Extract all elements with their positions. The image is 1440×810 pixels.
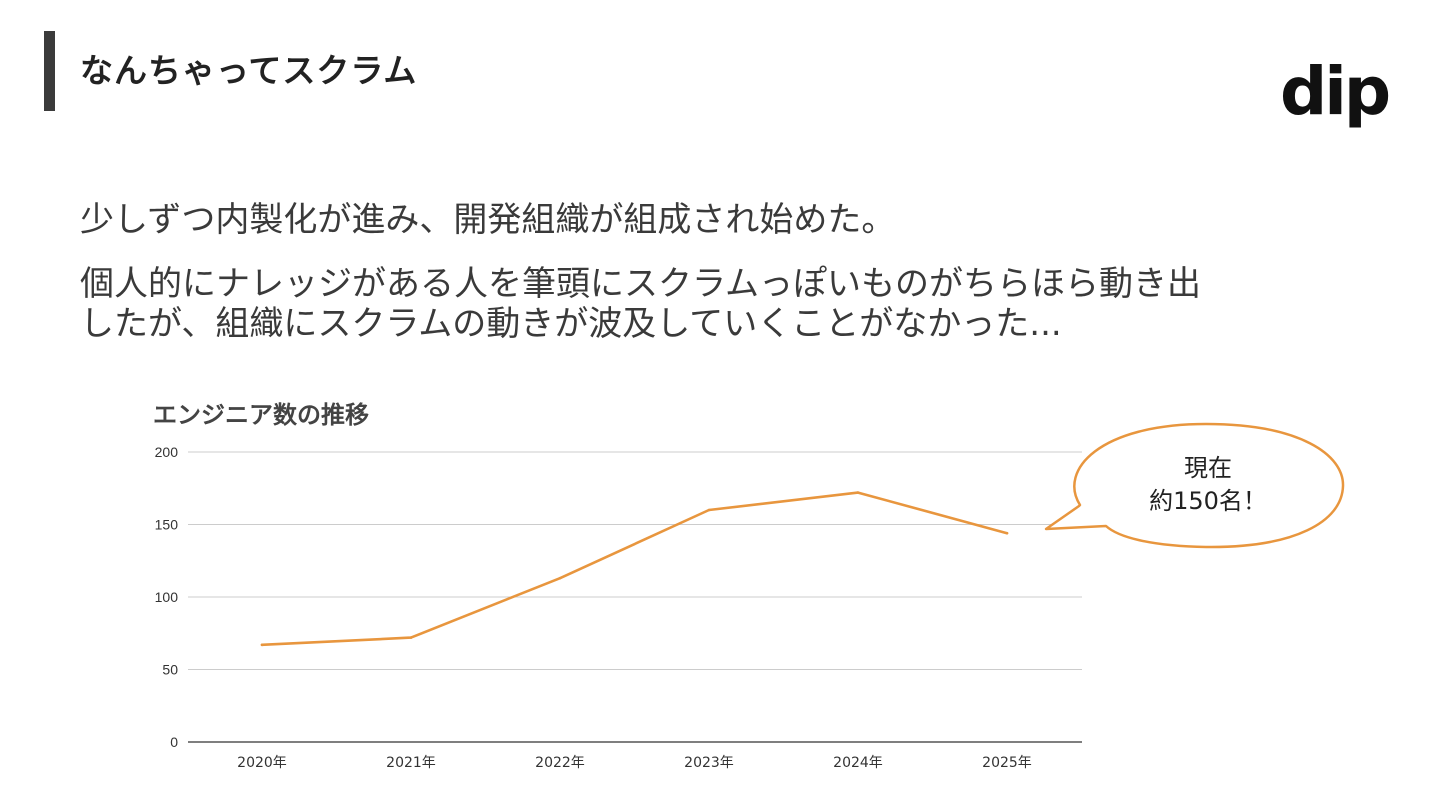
body-text-2: 個人的にナレッジがある人を筆頭にスクラムっぽいものがちらほら動き出 したが、組織…	[80, 264, 1201, 344]
callout-bubble	[1044, 422, 1345, 549]
body-text-2-line-b: したが、組織にスクラムの動きが波及していくことがなかった...	[80, 304, 1062, 344]
data-point-0	[260, 643, 264, 647]
callout-line-2: 約150名！	[1149, 487, 1267, 515]
y-tick-label-200: 200	[155, 444, 179, 460]
x-tick-label-0: 2020年	[237, 755, 287, 771]
body-text-2-line-a: 個人的にナレッジがある人を筆頭にスクラムっぽいものがちらほら動き出	[80, 264, 1201, 304]
y-tick-label-150: 150	[155, 517, 179, 533]
body-text-1: 少しずつ内製化が進み、開発組織が組成され始めた。	[80, 200, 896, 240]
callout-text: 現在 約150名！	[1108, 452, 1308, 518]
data-point-2	[558, 576, 562, 580]
x-tick-label-3: 2023年	[684, 755, 734, 771]
dip-logo: dip	[1280, 53, 1391, 130]
y-tick-label-100: 100	[155, 589, 179, 605]
series-line	[260, 491, 1009, 647]
y-tick-label-0: 0	[170, 734, 178, 750]
data-point-4	[856, 491, 860, 494]
y-tick-label-50: 50	[162, 662, 178, 678]
x-tick-label-1: 2021年	[386, 755, 436, 771]
slide-title: なんちゃってスクラム	[80, 51, 418, 90]
callout-line-1: 現在	[1184, 454, 1232, 482]
data-point-3	[707, 508, 711, 512]
data-point-1	[409, 636, 413, 639]
title-accent-bar	[44, 31, 55, 111]
x-tick-label-2: 2022年	[535, 755, 585, 771]
chart-title: エンジニア数の推移	[153, 401, 369, 429]
data-point-5	[1005, 531, 1009, 535]
x-tick-label-5: 2025年	[982, 755, 1032, 771]
x-tick-label-4: 2024年	[833, 755, 883, 771]
